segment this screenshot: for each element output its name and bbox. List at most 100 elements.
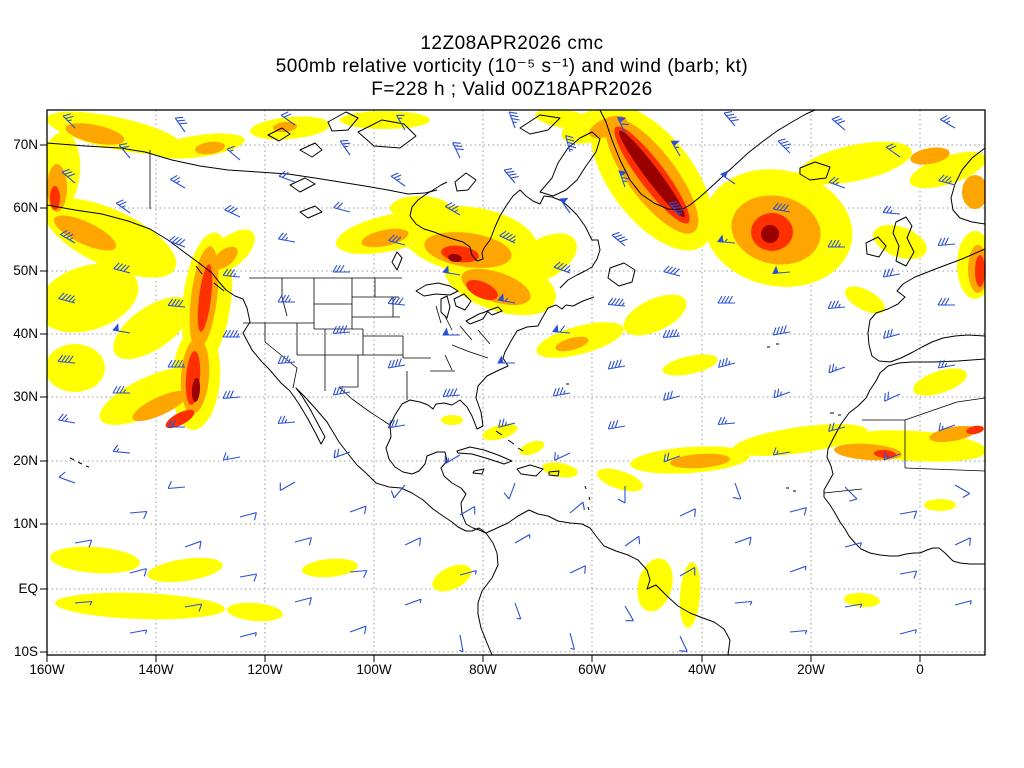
wind-barb [611,231,628,247]
wind-barb [954,600,972,606]
vorticity-blob [597,468,643,492]
vorticity-blob [197,264,213,332]
wind-barb [938,422,956,432]
wind-barb [349,569,368,579]
wind-barb [167,359,185,368]
wind-barb [662,329,681,339]
island-path [548,470,560,477]
wind-barb [459,570,477,576]
island-path [299,142,323,158]
wind-barb [167,419,185,428]
wind-barb [789,629,808,635]
wind-barb [129,629,148,634]
wind-barb [277,294,295,303]
island-path [357,119,417,149]
vorticity-blob [679,562,701,628]
wind-barb [554,452,571,461]
wind-barb [883,328,901,339]
wind-barb [277,415,296,425]
vorticity-blob [227,602,283,622]
wind-barb [668,201,684,217]
vorticity-blob [47,344,105,392]
border-path [444,354,453,371]
coastline-path [485,509,731,655]
wind-barb [514,534,531,544]
chart-title-line1: 12Z08APR2026 cmc [420,33,604,54]
chart-title-line3: F=228 h ; Valid 00Z18APR2026 [371,79,653,100]
island-path [799,161,831,181]
island-path [539,131,601,197]
wind-barb [498,418,516,428]
wind-barb [732,482,742,500]
wind-barb [663,265,681,277]
lon-label: 80W [469,662,497,677]
lat-label: 60N [13,200,38,215]
wind-barb [954,537,971,546]
wind-barb [937,359,956,369]
lake-path [440,295,451,319]
lat-label: EQ [18,581,38,596]
coastline-path [409,181,601,289]
wind-barb [514,602,522,620]
island-path [519,114,561,135]
wind-barb [624,535,641,547]
vorticity-blob [147,557,223,583]
lon-label: 60W [578,662,606,677]
border-path [904,401,958,421]
lake-path [299,205,323,219]
wind-barb [618,170,630,188]
vorticity-blob [441,415,463,425]
vorticity-blob [65,123,125,145]
vorticity-blob [542,462,578,478]
wind-barb [679,508,696,517]
island-path [267,127,291,142]
vorticity-blob [975,255,985,287]
wind-barb [239,512,257,521]
wind-barb [882,268,901,278]
island-path [516,464,544,477]
wind-barb [499,230,517,244]
wind-barb [569,632,575,650]
lake-path [415,282,459,297]
vorticity-blob [50,186,60,210]
wind-barb [387,419,406,429]
wind-barb [62,113,76,129]
vorticity-blob [53,215,117,251]
lat-label: 20N [13,453,38,468]
wind-barb [885,143,901,158]
wind-barb [452,142,464,159]
vorticity-blob [466,279,498,301]
wind-barb [773,388,791,399]
border-path [444,315,453,331]
vorticity-blob [910,147,950,165]
vorticity-blob [966,425,984,435]
wind-barb [184,540,202,550]
lon-label: 40W [688,662,716,677]
wind-barb [508,111,520,129]
wind-barb [112,323,131,334]
vorticity-blob [619,130,685,218]
wind-barb [332,386,351,396]
wind-barb [339,139,351,156]
wind-barb [390,172,406,187]
wind-barb [497,293,516,304]
lon-label: 140W [138,662,174,677]
wind-barb [349,505,367,515]
island-path [587,506,590,511]
vorticity-blob [844,592,880,608]
wind-barb [772,447,791,456]
wind-barb [569,501,585,514]
wind-barb [390,484,406,499]
vorticity-blob [165,409,195,429]
wind-barb [772,325,791,336]
island-path [77,461,83,465]
wind-barb [60,230,76,244]
wind-barb [607,359,626,370]
wind-barb [222,329,240,338]
border-path [477,329,491,345]
wind-barb [670,140,681,157]
wind-barb [828,422,846,432]
coastline-path [823,358,985,565]
wind-barb [404,537,421,546]
